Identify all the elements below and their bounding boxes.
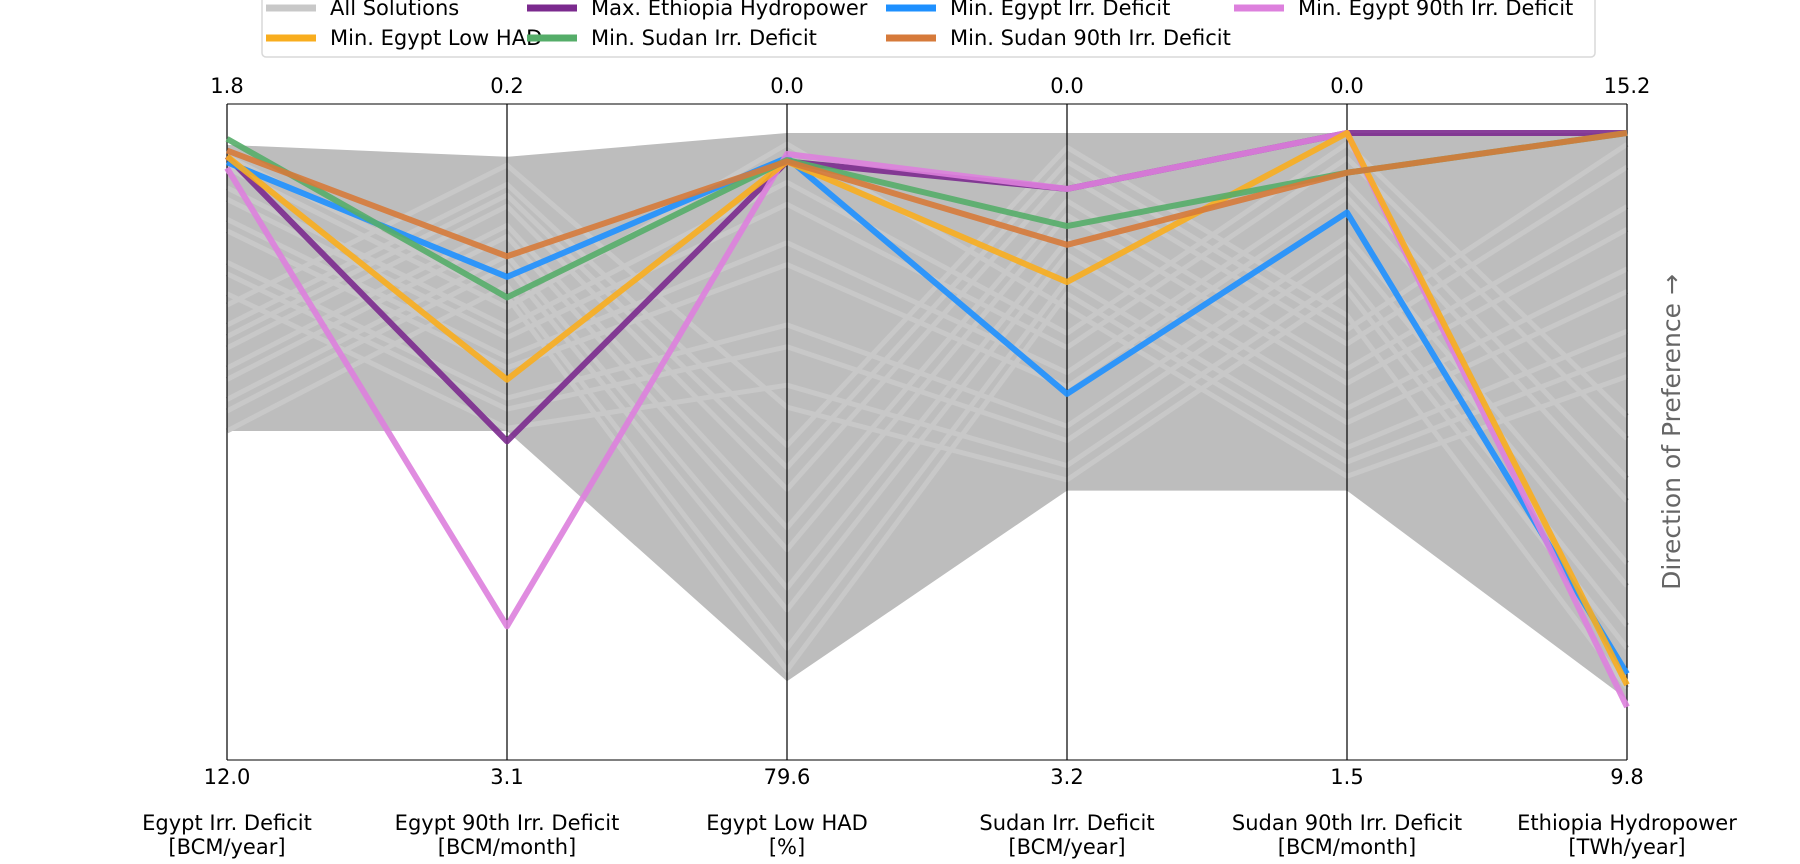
all-solutions-line — [225, 277, 1628, 651]
axis-unit: [BCM/year] — [168, 835, 285, 859]
all-solutions-line — [225, 144, 1629, 690]
series-line-hyd — [224, 130, 1627, 445]
axis-unit: [BCM/month] — [438, 835, 576, 859]
axis-title: Ethiopia Hydropower — [1517, 811, 1737, 835]
all-solutions-line — [225, 237, 1629, 591]
legend-label-sid: Min. Sudan Irr. Deficit — [591, 26, 817, 50]
axis-unit: [BCM/year] — [1008, 835, 1125, 859]
axis-top-tick-label: 0.2 — [490, 74, 523, 98]
axis-title: Egypt Low HAD — [706, 811, 868, 835]
legend-label-all: All Solutions — [330, 0, 459, 20]
axis-bottom-tick-label: 9.8 — [1610, 765, 1643, 789]
axis-bottom-tick-label: 3.1 — [490, 765, 523, 789]
legend-label-s90: Min. Sudan 90th Irr. Deficit — [950, 26, 1231, 50]
axis-title: Sudan 90th Irr. Deficit — [1232, 811, 1462, 835]
axis-unit: [%] — [769, 835, 805, 859]
highlighted-solutions — [224, 130, 1630, 709]
legend-box — [261, 0, 1596, 58]
axis-title: Egypt Irr. Deficit — [142, 811, 312, 835]
legend-label-e90: Min. Egypt 90th Irr. Deficit — [1298, 0, 1573, 20]
all-solutions-line — [225, 273, 1629, 628]
axis-title: Sudan Irr. Deficit — [979, 811, 1154, 835]
axis-bottom-tick-label: 3.2 — [1050, 765, 1083, 789]
axis-bottom-tick-label: 12.0 — [204, 765, 251, 789]
all-solutions-line — [225, 162, 1629, 650]
all-solutions-line — [225, 141, 1628, 479]
axis-unit: [TWh/year] — [1568, 835, 1685, 859]
legend-label-hyd: Max. Ethiopia Hydropower — [591, 0, 868, 20]
axis-top-tick-label: 0.0 — [1330, 74, 1363, 98]
all-solutions-line — [225, 141, 1629, 418]
series-line-s90 — [225, 130, 1628, 260]
legend-label-had: Min. Egypt Low HAD — [330, 26, 542, 50]
all-solutions-line — [225, 252, 1629, 613]
axis-top-tick-label: 1.8 — [210, 74, 243, 98]
legend: All Solutions Max. Ethiopia Hydropower Min… — [261, 0, 1596, 58]
all-solutions-line — [225, 142, 1629, 470]
all-solutions-line — [225, 248, 1629, 588]
axes — [226, 103, 1628, 761]
all-solutions-line — [225, 164, 1629, 492]
axis-top-tick-label: 0.0 — [770, 74, 803, 98]
axis-top-tick-label: 0.0 — [1050, 74, 1083, 98]
axis-bottom-tick-label: 79.6 — [764, 765, 811, 789]
axis-title: Egypt 90th Irr. Deficit — [395, 811, 620, 835]
series-line-had — [225, 130, 1630, 687]
axis-unit: [BCM/month] — [1278, 835, 1416, 859]
series-line-eid — [225, 154, 1630, 676]
legend-label-eid: Min. Egypt Irr. Deficit — [950, 0, 1170, 20]
axis-top-tick-label: 15.2 — [1604, 74, 1651, 98]
axis-bottom-tick-label: 1.5 — [1330, 765, 1363, 789]
direction-of-preference-label: Direction of Preference → — [1657, 274, 1686, 590]
all-solutions-line — [225, 198, 1629, 531]
